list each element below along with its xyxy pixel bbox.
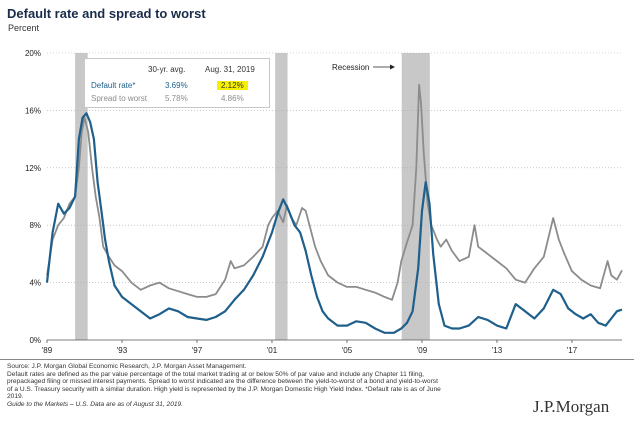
x-tick-label: '93: [117, 346, 128, 355]
y-tick-label: 12%: [25, 164, 41, 173]
x-tick-label: '01: [267, 346, 278, 355]
x-tick-label: '97: [192, 346, 203, 355]
guide-note: Guide to the Markets – U.S. Data are as …: [7, 400, 184, 408]
legend-current-value: 2.12%: [217, 81, 248, 90]
y-unit-label: Percent: [8, 23, 40, 33]
x-tick-label: '17: [567, 346, 578, 355]
legend-label: Default rate*: [91, 81, 136, 90]
source-notes: Source: J.P. Morgan Global Economic Rese…: [7, 363, 527, 409]
source-line: prepackaged filing or missed interest pa…: [7, 378, 438, 386]
source-line: Default rates are defined as the par val…: [7, 370, 425, 378]
jpmorgan-logo: J.P.Morgan: [533, 397, 610, 416]
recession-bands: [75, 53, 430, 340]
legend-label: Spread to worst: [91, 94, 148, 103]
x-tick-label: '09: [417, 346, 428, 355]
y-tick-label: 0%: [29, 336, 41, 345]
series-line-default-rate: [45, 112, 623, 334]
recession-annotation: Recession: [332, 63, 395, 72]
y-tick-label: 8%: [29, 221, 41, 230]
legend-header-avg: 30-yr. avg.: [148, 65, 186, 74]
legend-header-current: Aug. 31, 2019: [205, 65, 255, 74]
chart-plot: 0% 4% 8% 12% 16% 20% '89 '93 '97 '01 '05 '09 '13 '17…: [25, 49, 623, 355]
x-tick-label: '05: [342, 346, 353, 355]
y-tick-label: 4%: [29, 279, 41, 288]
legend-table: 30-yr. avg. Aug. 31, 2019 Default rate* …: [84, 58, 270, 108]
y-tick-label: 20%: [25, 49, 41, 58]
source-line: of a U.S. Treasury security with a simil…: [7, 385, 441, 393]
x-tick-label: '89: [42, 346, 53, 355]
y-tick-label: 16%: [25, 106, 41, 115]
footer-divider: [0, 359, 634, 360]
y-tick-labels: 0% 4% 8% 12% 16% 20%: [25, 49, 41, 345]
chart-title: Default rate and spread to worst: [7, 6, 206, 21]
series-line-spread-to-worst: [46, 83, 623, 301]
legend-avg-value: 5.78%: [165, 94, 188, 103]
series-lines: [45, 83, 623, 334]
x-tick-labels: '89 '93 '97 '01 '05 '09 '13 '17: [42, 340, 578, 355]
legend-current-value: 4.86%: [221, 94, 244, 103]
source-line: Source: J.P. Morgan Global Economic Rese…: [7, 363, 247, 370]
recession-band: [75, 53, 88, 340]
grid-lines: [47, 52, 622, 341]
recession-band: [401, 53, 430, 340]
recession-label: Recession: [332, 63, 369, 72]
legend-avg-value: 3.69%: [165, 81, 188, 90]
source-line: 2019.: [7, 393, 24, 401]
recession-arrowhead: [390, 64, 395, 70]
recession-band: [275, 53, 288, 340]
x-tick-label: '13: [492, 346, 503, 355]
